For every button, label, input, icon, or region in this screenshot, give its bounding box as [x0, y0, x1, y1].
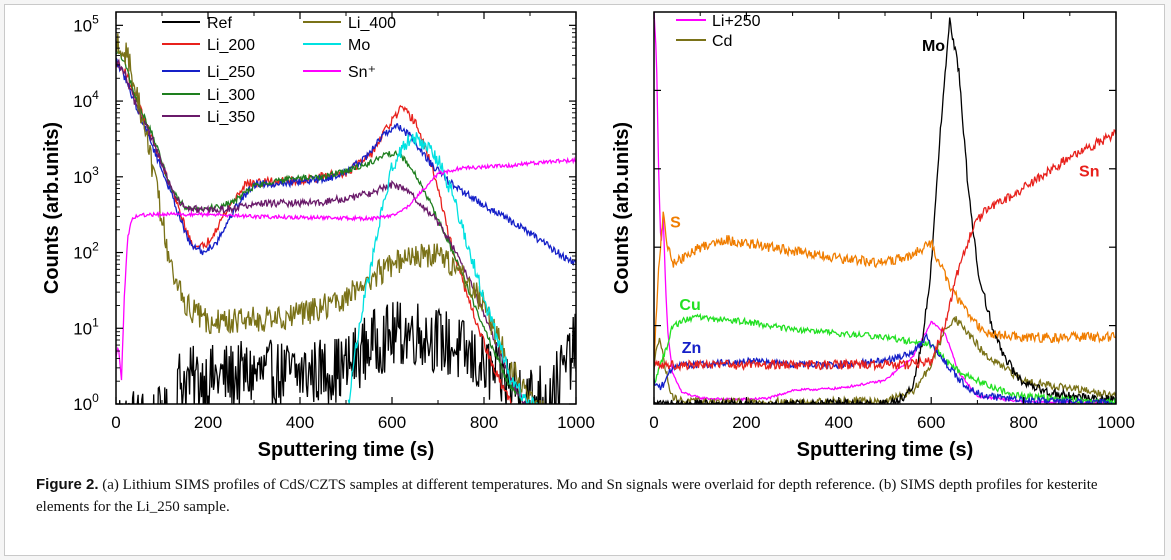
annotation-label: Sn: [1079, 164, 1099, 181]
panel-b-y-axis-title: Counts (arb.units): [611, 122, 633, 294]
x-tick-label: 1000: [557, 413, 595, 432]
series-line-mo: [347, 132, 538, 404]
x-tick-label: 400: [286, 413, 314, 432]
legend-entry-label: Li_200: [207, 37, 255, 54]
series-line-cu: [654, 312, 1116, 404]
panel-a-legend: Ref Li_200 Li_250 Li_300 Li_350 Li_400 Mo Sn⁺: [162, 15, 396, 126]
y-tick-label: 104: [73, 88, 99, 111]
annotation-label: S: [670, 215, 681, 232]
series-line-mo: [654, 17, 1116, 404]
x-tick-label: 800: [470, 413, 498, 432]
y-tick-label: 100: [73, 391, 99, 414]
caption-label: Figure 2.: [36, 476, 99, 493]
y-tick-exponent: 2: [92, 240, 99, 254]
panel-b-plot-frame: [653, 11, 1117, 405]
panel-b-ticks: 0 200 400 600 800 1000: [649, 12, 1135, 432]
series-line-s: [654, 211, 1116, 362]
legend-entry-label: Li_350: [207, 109, 255, 126]
panel-a-y-axis-title: Counts (arb.units): [41, 122, 63, 294]
x-tick-label: 0: [111, 413, 120, 432]
legend-entry-label: Mo: [348, 37, 370, 54]
legend-entry-label: Li_250: [207, 64, 255, 81]
x-tick-label: 600: [917, 413, 945, 432]
series-line-li400: [116, 33, 544, 404]
legend-entry-label: Li+250: [712, 13, 761, 30]
y-tick-exponent: 4: [92, 88, 99, 102]
panel-a-series-group: [116, 33, 576, 404]
annotation-label: Cu: [679, 297, 700, 314]
x-tick-label: 200: [194, 413, 222, 432]
figure-caption: Figure 2. (a) Lithium SIMS profiles of C…: [36, 474, 1136, 518]
legend-entry-label: Ref: [207, 15, 232, 32]
y-tick-label: 102: [73, 240, 99, 263]
figure-frame: [4, 4, 1165, 556]
series-line-li+250: [654, 12, 1116, 404]
annotation-label: Zn: [682, 340, 702, 357]
panel-b-series-group: [654, 12, 1116, 404]
annotation-label: Mo: [922, 38, 945, 55]
panel-b-x-axis-title: Sputtering time (s): [797, 439, 974, 461]
x-tick-label: 200: [732, 413, 760, 432]
legend-entry-label: Li_400: [348, 15, 396, 32]
series-line-li350: [116, 58, 528, 404]
panel-b-chart: 0 200 400 600 800 1000 Li+250 Cd Mo Sn S Cu Zn Spu…: [611, 11, 1135, 461]
x-tick-label: 400: [825, 413, 853, 432]
series-line-li250: [116, 57, 576, 267]
panel-a-x-axis-title: Sputtering time (s): [258, 439, 435, 461]
y-tick-exponent: 5: [92, 12, 99, 26]
caption-text: (a) Lithium SIMS profiles of CdS/CZTS sa…: [36, 477, 1098, 515]
y-tick-exponent: 3: [92, 164, 99, 178]
panel-b-annotations: Mo Sn S Cu Zn: [670, 38, 1099, 357]
legend-entry-label: Sn⁺: [348, 64, 376, 81]
series-line-sn: [116, 156, 576, 381]
panel-b-legend: Li+250 Cd: [676, 13, 761, 50]
y-tick-label: 103: [73, 164, 99, 187]
x-tick-label: 800: [1009, 413, 1037, 432]
y-tick-label: 105: [73, 12, 99, 35]
x-tick-label: 600: [378, 413, 406, 432]
y-tick-label: 101: [73, 315, 99, 338]
y-tick-exponent: 1: [92, 315, 99, 329]
legend-entry-label: Li_300: [207, 87, 255, 104]
series-line-sn: [654, 128, 1116, 372]
x-tick-label: 0: [649, 413, 658, 432]
legend-entry-label: Cd: [712, 33, 732, 50]
x-tick-label: 1000: [1097, 413, 1135, 432]
y-tick-exponent: 0: [92, 391, 99, 405]
